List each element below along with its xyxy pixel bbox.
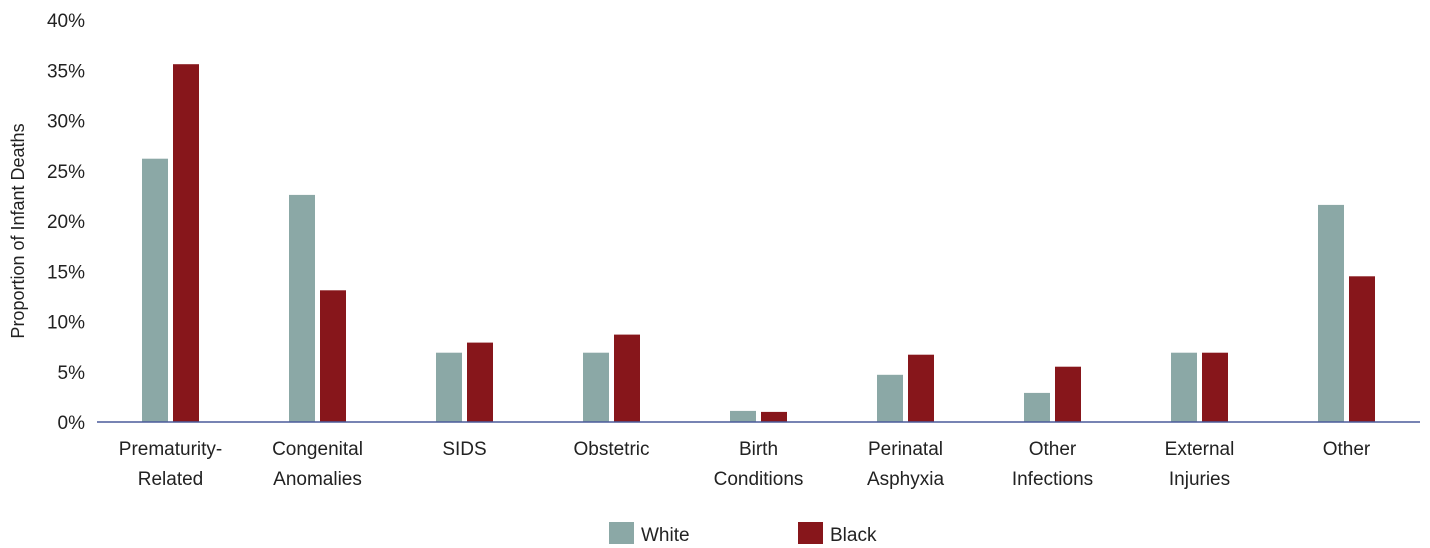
- x-category-label: Related: [138, 469, 204, 490]
- x-category-label: Congenital: [272, 439, 363, 460]
- bars: [142, 64, 1375, 422]
- legend-label-black: Black: [830, 525, 877, 546]
- x-category-label: SIDS: [442, 439, 486, 460]
- y-axis-title: Proportion of Infant Deaths: [8, 123, 28, 338]
- x-category-label: Prematurity-: [119, 439, 222, 460]
- x-category-label: Asphyxia: [867, 469, 945, 490]
- bar-white: [877, 374, 903, 422]
- bar-white: [583, 352, 609, 422]
- x-category-label: Infections: [1012, 469, 1093, 490]
- bar-black: [173, 64, 199, 422]
- bar-black: [1349, 276, 1375, 422]
- bar-black: [614, 334, 640, 422]
- bar-black: [1055, 366, 1081, 422]
- bar-white: [730, 410, 756, 422]
- bar-black: [761, 411, 787, 422]
- x-category-label: External: [1165, 439, 1235, 460]
- bar-white: [142, 158, 168, 422]
- y-axis-ticks: 0% 5% 10% 15% 20% 25% 30% 35% 40%: [47, 11, 85, 434]
- x-category-label: Obstetric: [573, 439, 649, 460]
- legend-swatch-white: [609, 522, 634, 544]
- x-category-label: Injuries: [1169, 469, 1230, 490]
- x-category-label: Conditions: [714, 469, 804, 490]
- bar-white: [289, 194, 315, 422]
- legend-swatch-black: [798, 522, 823, 544]
- y-tick-label: 20%: [47, 212, 85, 233]
- y-tick-label: 5%: [58, 363, 86, 384]
- x-category-label: Other: [1323, 439, 1371, 460]
- bar-white: [1024, 392, 1050, 422]
- x-category-label: Anomalies: [273, 469, 362, 490]
- y-tick-label: 35%: [47, 61, 85, 82]
- x-axis-labels: Prematurity- Related Congenital Anomalies SI…: [119, 439, 1371, 490]
- x-category-label: Perinatal: [868, 439, 943, 460]
- bar-black: [1202, 352, 1228, 422]
- bar-white: [1171, 352, 1197, 422]
- bar-black: [467, 342, 493, 422]
- x-category-label: Other: [1029, 439, 1077, 460]
- x-category-label: Birth: [739, 439, 778, 460]
- bar-white: [436, 352, 462, 422]
- bar-black: [320, 290, 346, 422]
- y-tick-label: 15%: [47, 262, 85, 283]
- y-tick-label: 0%: [58, 413, 86, 434]
- legend-label-white: White: [641, 525, 690, 546]
- bar-black: [908, 354, 934, 422]
- y-tick-label: 40%: [47, 11, 85, 32]
- bar-white: [1318, 204, 1344, 422]
- y-tick-label: 25%: [47, 162, 85, 183]
- legend: White Black: [609, 522, 877, 546]
- y-tick-label: 30%: [47, 112, 85, 133]
- y-tick-label: 10%: [47, 313, 85, 334]
